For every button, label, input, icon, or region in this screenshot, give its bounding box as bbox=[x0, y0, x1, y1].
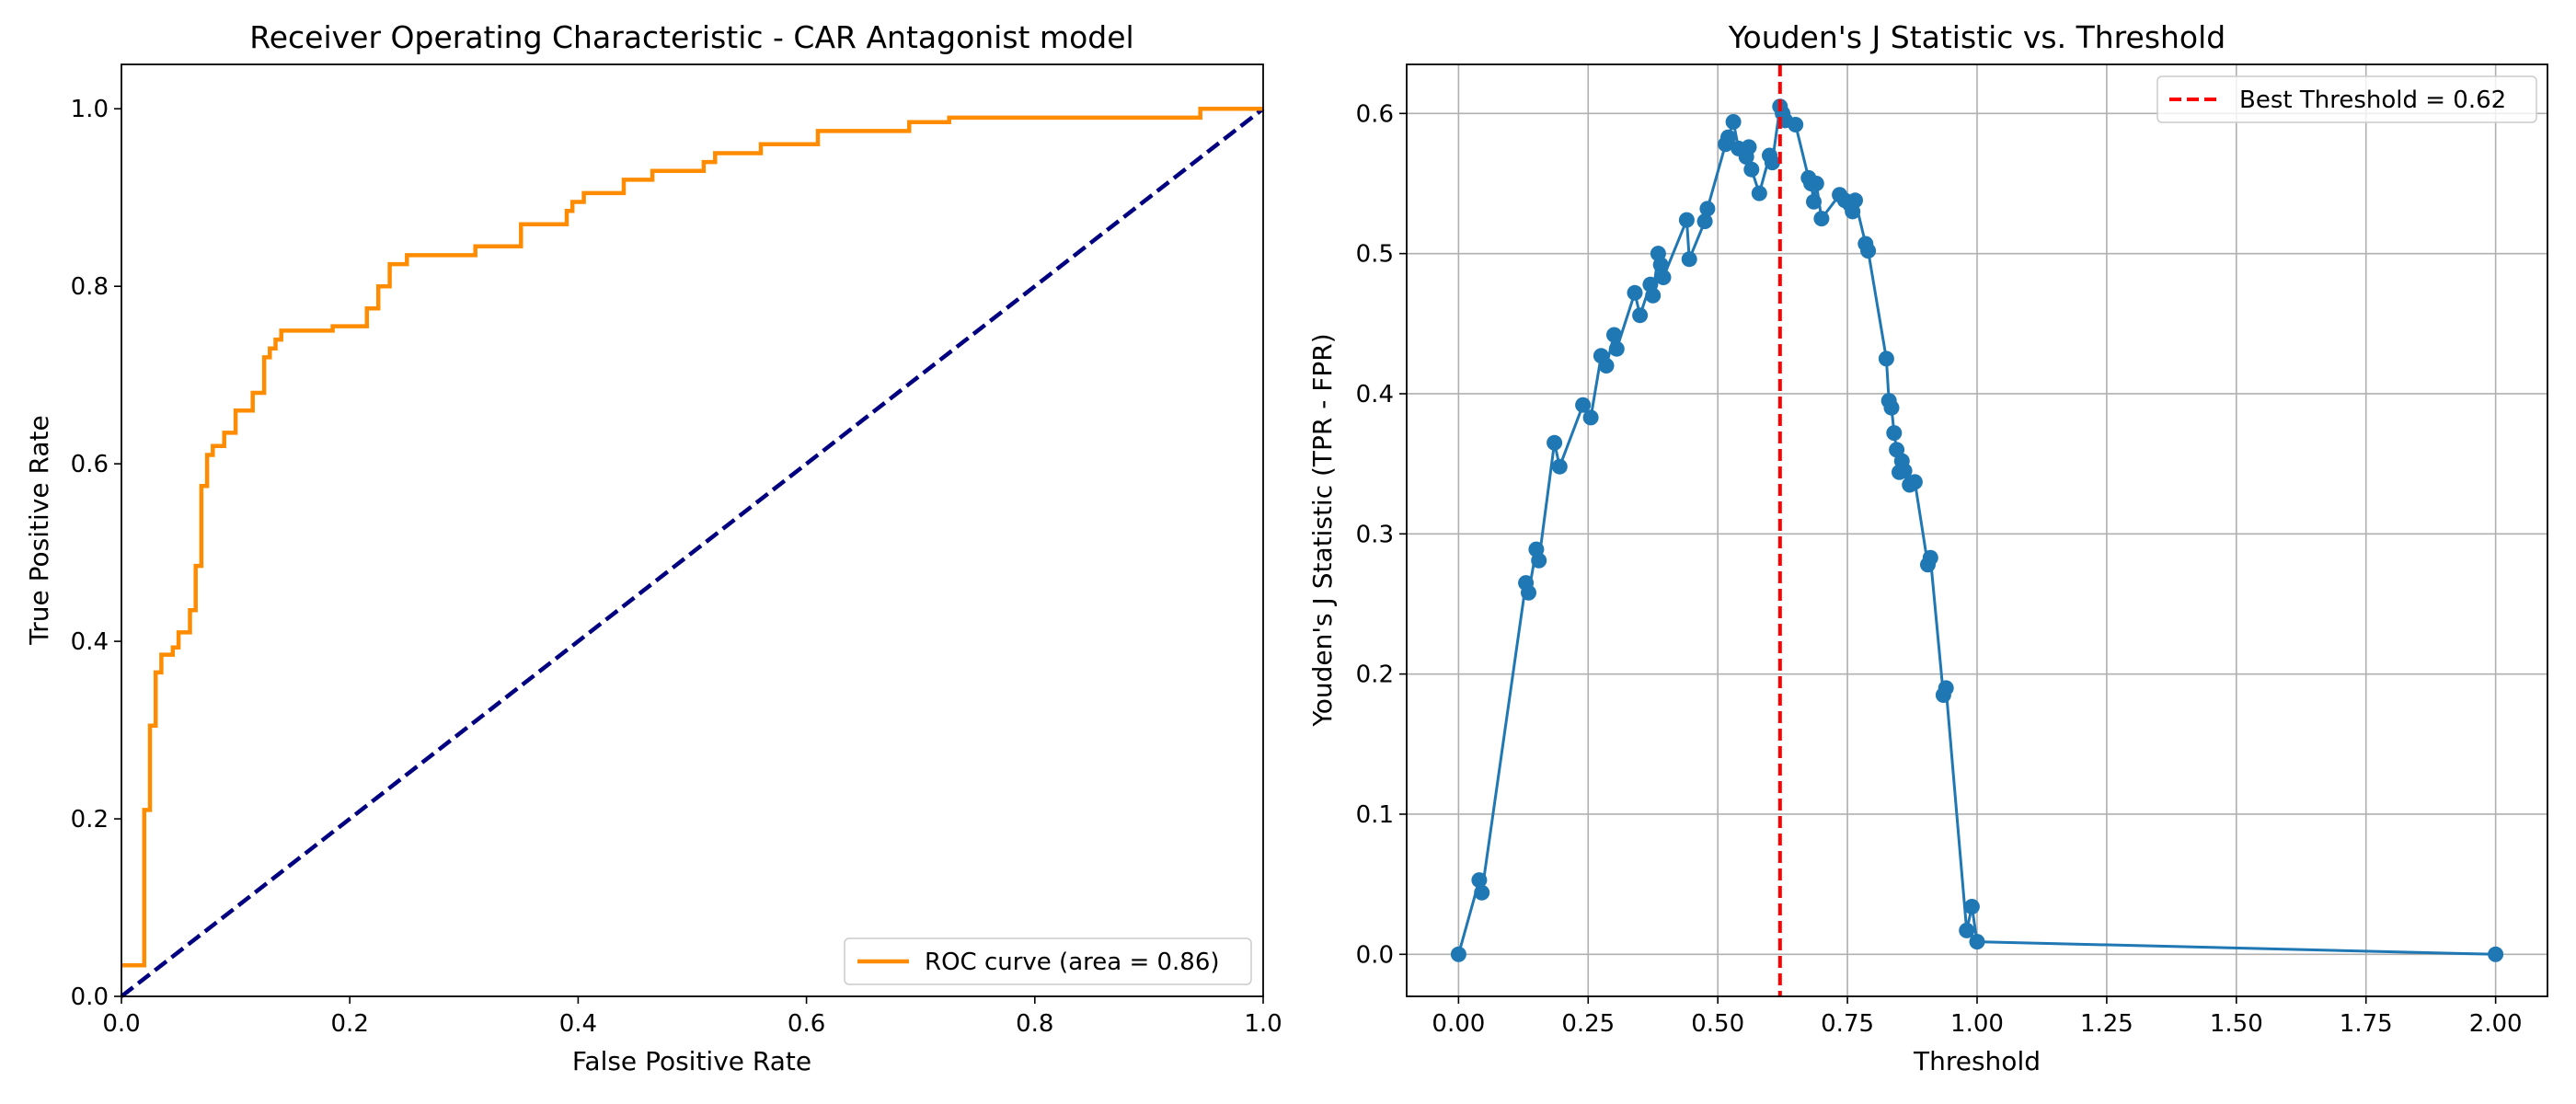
youden-j-point bbox=[1731, 140, 1747, 156]
youden-chart-title: Youden's J Statistic vs. Threshold bbox=[1728, 19, 2226, 55]
youden-j-point bbox=[1627, 284, 1643, 301]
roc-x-tick-label: 0.8 bbox=[1016, 1010, 1053, 1038]
youden-x-tick-label: 1.25 bbox=[2080, 1010, 2133, 1038]
roc-chart: Receiver Operating Characteristic - CAR … bbox=[24, 19, 1282, 1076]
youden-legend-box bbox=[2156, 75, 2537, 123]
youden-j-point bbox=[1892, 464, 1907, 480]
youden-j-point bbox=[1920, 557, 1936, 573]
youden-y-axis-label: Youden's J Statistic (TPR - FPR) bbox=[1307, 333, 1338, 727]
youden-j-point bbox=[1642, 276, 1659, 293]
youden-j-point bbox=[1593, 348, 1609, 364]
roc-y-tick-label: 0.4 bbox=[71, 628, 109, 656]
youden-ticks: 0.00 0.25 0.50 0.75 1.00 1.25 1.50 1.75 2.00 0.0 0… bbox=[1356, 100, 2523, 1038]
youden-j-point bbox=[1813, 211, 1830, 227]
youden-x-tick-label: 2.00 bbox=[2469, 1010, 2523, 1038]
youden-y-tick-label: 0.6 bbox=[1356, 100, 1394, 128]
youden-j-point bbox=[1751, 185, 1767, 201]
youden-j-point bbox=[1547, 434, 1563, 451]
roc-x-tick-label: 0.0 bbox=[102, 1010, 140, 1038]
roc-plot-lines bbox=[120, 106, 1265, 998]
youden-j-point bbox=[1969, 934, 1985, 950]
youden-j-point bbox=[1650, 246, 1666, 262]
roc-x-axis-label: False Positive Rate bbox=[572, 1046, 811, 1076]
roc-y-tick-label: 0.0 bbox=[71, 983, 109, 1011]
roc-legend: ROC curve (area = 0.86) bbox=[844, 937, 1252, 985]
youden-gridlines bbox=[1407, 64, 2547, 996]
youden-j-point bbox=[1681, 251, 1697, 268]
youden-j-point bbox=[1880, 393, 1897, 409]
youden-j-point bbox=[1471, 872, 1488, 889]
roc-curve-line bbox=[121, 106, 1263, 968]
youden-j-point bbox=[1878, 351, 1894, 367]
youden-j-point bbox=[1696, 213, 1713, 230]
youden-j-point bbox=[1678, 212, 1695, 228]
youden-j-point bbox=[1886, 425, 1903, 442]
youden-j-point bbox=[1935, 687, 1951, 703]
youden-y-tick-label: 0.2 bbox=[1356, 661, 1394, 689]
roc-ticks: 0.0 0.2 0.4 0.6 0.8 1.0 0.0 0.2 0.4 0.6 0.8 1.0 bbox=[71, 96, 1282, 1038]
roc-legend-label: ROC curve (area = 0.86) bbox=[925, 949, 1220, 976]
youden-j-point bbox=[1632, 307, 1649, 324]
youden-chart: Youden's J Statistic vs. Threshold 0.00 0… bbox=[1307, 19, 2548, 1076]
youden-j-point bbox=[1699, 201, 1716, 217]
youden-j-point bbox=[1800, 169, 1817, 186]
youden-x-axis-label: Threshold bbox=[1913, 1046, 2041, 1076]
roc-chart-title: Receiver Operating Characteristic - CAR … bbox=[249, 19, 1133, 55]
youden-legend: Best Threshold = 0.62 bbox=[2156, 75, 2537, 123]
youden-y-tick-label: 0.4 bbox=[1356, 381, 1394, 408]
roc-x-tick-label: 0.4 bbox=[559, 1010, 597, 1038]
youden-x-tick-label: 0.75 bbox=[1821, 1010, 1874, 1038]
youden-j-point bbox=[1575, 397, 1592, 413]
youden-j-point bbox=[1963, 899, 1980, 914]
youden-j-point bbox=[1959, 922, 1975, 938]
youden-j-point bbox=[1725, 114, 1742, 130]
youden-j-point bbox=[1889, 442, 1905, 458]
youden-y-tick-label: 0.3 bbox=[1356, 521, 1394, 548]
youden-x-tick-label: 0.50 bbox=[1691, 1010, 1744, 1038]
youden-j-point bbox=[1832, 187, 1848, 203]
roc-x-tick-label: 1.0 bbox=[1244, 1010, 1282, 1038]
roc-x-tick-label: 0.6 bbox=[788, 1010, 825, 1038]
roc-y-axis-label: True Positive Rate bbox=[24, 415, 54, 645]
roc-legend-box bbox=[844, 937, 1252, 985]
youden-j-point bbox=[1450, 946, 1466, 962]
youden-j-point bbox=[1518, 575, 1535, 592]
youden-j-point bbox=[1474, 884, 1490, 901]
youden-y-tick-label: 0.5 bbox=[1356, 241, 1394, 269]
youden-j-point bbox=[1806, 193, 1822, 210]
roc-y-tick-label: 0.6 bbox=[71, 451, 109, 478]
youden-j-point bbox=[1762, 147, 1777, 164]
roc-y-tick-label: 1.0 bbox=[71, 96, 109, 123]
youden-y-tick-label: 0.1 bbox=[1356, 801, 1394, 829]
youden-j-point bbox=[2488, 946, 2504, 962]
youden-legend-label: Best Threshold = 0.62 bbox=[2239, 86, 2506, 114]
youden-j-point bbox=[1608, 340, 1625, 357]
roc-axes-frame bbox=[121, 63, 1264, 997]
youden-j-point bbox=[1718, 136, 1734, 153]
youden-j-point bbox=[1582, 409, 1599, 426]
youden-j-point bbox=[1528, 541, 1545, 558]
youden-j-point bbox=[1655, 270, 1672, 285]
youden-x-tick-label: 1.75 bbox=[2340, 1010, 2393, 1038]
roc-y-tick-label: 0.2 bbox=[71, 806, 109, 834]
youden-plot bbox=[1450, 64, 2504, 996]
youden-axes-frame bbox=[1406, 63, 2548, 997]
youden-j-point bbox=[1902, 477, 1918, 493]
roc-chance-diagonal bbox=[120, 107, 1265, 998]
youden-x-tick-label: 0.25 bbox=[1561, 1010, 1615, 1038]
roc-y-tick-label: 0.8 bbox=[71, 273, 109, 301]
youden-j-point bbox=[1857, 236, 1874, 252]
youden-j-point bbox=[1606, 327, 1622, 343]
youden-x-tick-label: 1.00 bbox=[1950, 1010, 2004, 1038]
youden-x-tick-label: 0.00 bbox=[1432, 1010, 1485, 1038]
youden-j-point bbox=[1743, 161, 1760, 178]
roc-x-tick-label: 0.2 bbox=[331, 1010, 369, 1038]
youden-j-point bbox=[1551, 458, 1568, 475]
youden-y-tick-label: 0.0 bbox=[1356, 941, 1394, 969]
youden-x-tick-label: 1.50 bbox=[2210, 1010, 2263, 1038]
